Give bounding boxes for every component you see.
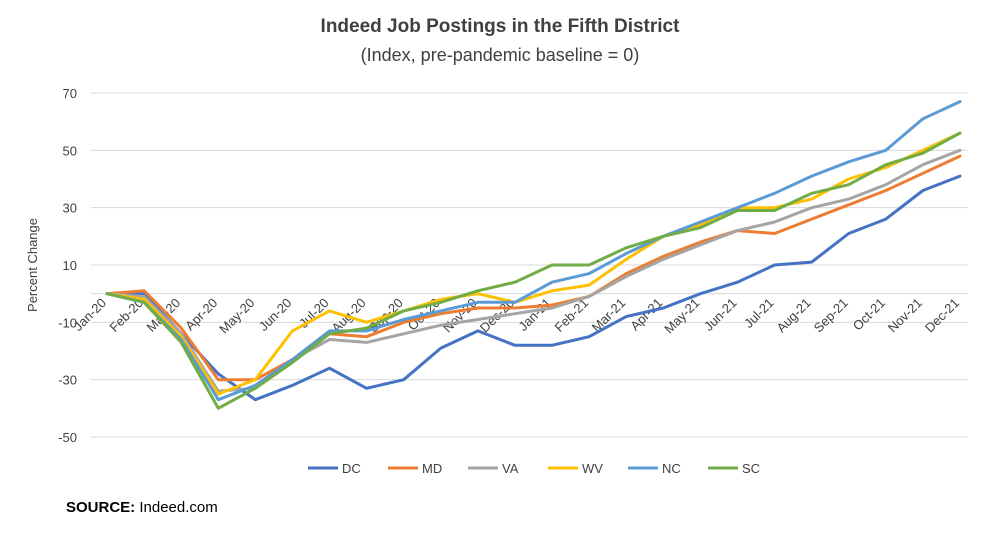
x-tick-label: Aug-21 xyxy=(774,295,814,335)
series-line-dc xyxy=(105,174,962,402)
y-tick-label: 70 xyxy=(63,86,77,101)
x-tick-label: Nov-21 xyxy=(885,295,925,335)
x-tick-label: May-20 xyxy=(216,295,257,336)
y-tick-label: -30 xyxy=(58,373,77,388)
legend-label-dc: DC xyxy=(342,461,361,476)
legend-label-nc: NC xyxy=(662,461,681,476)
source-label: SOURCE: xyxy=(66,499,136,516)
y-tick-label: 10 xyxy=(63,258,77,273)
y-tick-label: -10 xyxy=(58,315,77,330)
legend-label-va: VA xyxy=(502,461,519,476)
chart-subtitle: (Index, pre-pandemic baseline = 0) xyxy=(360,45,640,65)
x-tick-label: Apr-20 xyxy=(182,295,220,333)
y-tick-label: 50 xyxy=(63,143,77,158)
source-text: Indeed.com xyxy=(139,499,218,516)
legend-label-wv: WV xyxy=(582,461,603,476)
x-tick-label: Jul-21 xyxy=(741,295,777,331)
legend-label-md: MD xyxy=(422,461,442,476)
x-tick-label: Jun-20 xyxy=(256,295,295,334)
y-axis-label: Percent Change xyxy=(25,218,40,312)
y-tick-label: -50 xyxy=(58,430,77,445)
source-note: SOURCE: Indeed.com xyxy=(66,499,218,516)
series-line-md xyxy=(105,154,962,382)
series-line-wv xyxy=(105,131,962,396)
legend: DC MD VA WV NC SC xyxy=(308,461,760,476)
chart-title: Indeed Job Postings in the Fifth Distric… xyxy=(320,16,680,37)
grid-lines xyxy=(91,92,968,438)
series-lines xyxy=(105,100,962,410)
y-tick-label: 30 xyxy=(63,201,77,216)
x-tick-label: Sep-21 xyxy=(811,295,851,335)
series-line-sc xyxy=(105,131,962,410)
x-tick-label: Oct-21 xyxy=(850,295,888,333)
y-tick-labels: 70 50 30 10 -10 -30 -50 xyxy=(58,86,77,445)
x-tick-label: Jun-21 xyxy=(701,295,740,334)
legend-label-sc: SC xyxy=(742,461,760,476)
x-tick-label: Dec-21 xyxy=(922,295,962,335)
series-line-nc xyxy=(105,100,962,402)
x-tick-label: Mar-21 xyxy=(589,295,629,335)
